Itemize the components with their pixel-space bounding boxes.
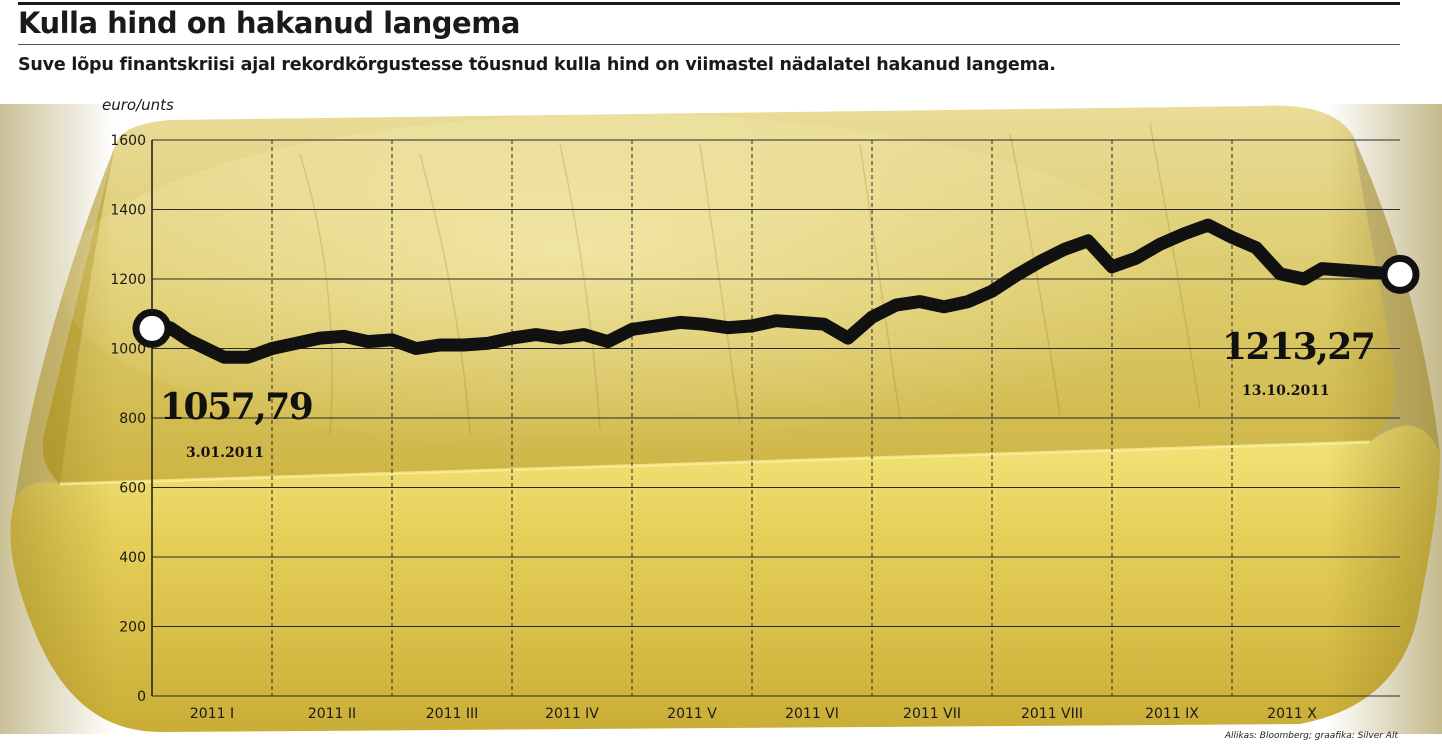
source-credit: Allikas: Bloomberg; graafika: Silver Alt [1224, 731, 1398, 741]
x-tick-label: 2011 I [190, 706, 234, 722]
start-point-marker [132, 308, 172, 348]
x-tick-label: 2011 VIII [1021, 706, 1083, 722]
y-tick-label: 400 [119, 550, 146, 566]
x-tick-label: 2011 III [426, 706, 478, 722]
start-date-label: 3.01.2011 [186, 445, 264, 461]
x-tick-label: 2011 V [667, 706, 717, 722]
start-value-label: 1057,79 [160, 386, 312, 428]
y-tick-label: 1200 [110, 272, 146, 288]
x-tick-label: 2011 X [1267, 706, 1317, 722]
gold-price-series-line [145, 218, 1407, 364]
x-tick-label: 2011 IX [1145, 706, 1199, 722]
y-tick-label: 1400 [110, 203, 146, 219]
chart-subtitle: Suve lõpu finantskriisi ajal rekordkõrgu… [18, 55, 1056, 75]
y-tick-label: 200 [119, 620, 146, 636]
chart-title: Kulla hind on hakanud langema [18, 6, 521, 40]
end-point-marker [1380, 254, 1420, 294]
chart-grid [151, 139, 1400, 697]
x-tick-label: 2011 VII [903, 706, 961, 722]
gold-bar-ridge [59, 440, 1371, 486]
y-axis-unit-label: euro/unts [102, 96, 174, 114]
y-tick-label: 800 [119, 411, 146, 427]
y-axis-ticks: 0 200 400 600 800 1000 1200 1400 1600 [110, 133, 146, 705]
y-tick-label: 1000 [110, 342, 146, 358]
end-value-label: 1213,27 [1222, 326, 1374, 368]
y-tick-label: 0 [137, 689, 146, 705]
title-rule [18, 44, 1400, 45]
end-date-label: 13.10.2011 [1242, 383, 1330, 399]
x-tick-label: 2011 VI [785, 706, 839, 722]
x-tick-label: 2011 II [308, 706, 356, 722]
top-rule [18, 2, 1400, 5]
y-tick-label: 1600 [110, 133, 146, 149]
x-tick-label: 2011 IV [545, 706, 599, 722]
gold-bar-illustration [0, 104, 1442, 734]
y-tick-label: 600 [119, 481, 146, 497]
x-axis-ticks: 2011 I 2011 II 2011 III 2011 IV 2011 V 2011 V… [190, 706, 1317, 722]
